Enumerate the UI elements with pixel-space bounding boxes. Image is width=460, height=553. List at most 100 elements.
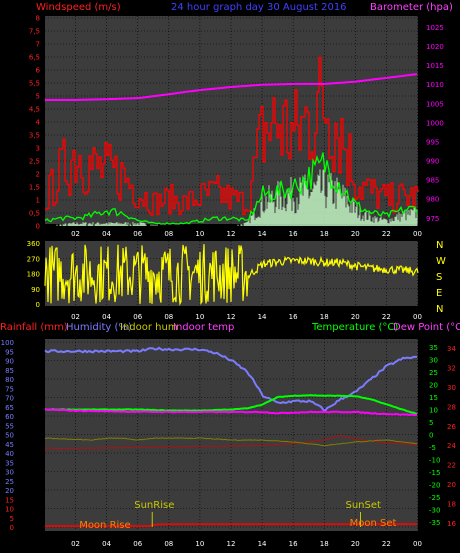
chart-title: 24 hour graph day 30 August 2016 [171, 2, 347, 13]
indoor-temp-tick: 30 [447, 384, 456, 392]
wind-x-tick: 02 [71, 230, 80, 238]
humidity-tick: 75 [5, 385, 14, 393]
temp-x-tick: 06 [133, 540, 142, 548]
temperature-tick: -5 [429, 444, 436, 452]
rainfall-line [45, 523, 417, 527]
temperature-tick: 10 [429, 407, 438, 415]
barometer-tick: 1010 [426, 81, 444, 89]
indoor-temp-tick: 18 [447, 501, 456, 509]
windspeed-tick: 1 [36, 197, 40, 205]
humidity-tick: 5 [10, 515, 14, 523]
humidity-axis-label: Humidity (%) [66, 322, 132, 333]
humidity-tick: 85 [5, 367, 14, 375]
temperature-tick: -25 [429, 494, 440, 502]
wind-barometer-panel: 0 0,5 1 1,5 2 2,5 3 3,5 4 4,5 5 5,5 6 6,5 7 7,5 8 975 980 9… [29, 2, 453, 238]
humidity-tick: 60 [5, 413, 14, 421]
wind-x-tick: 14 [258, 230, 267, 238]
barometer-tick: 995 [426, 138, 439, 146]
humidity-tick: 35 [5, 459, 14, 467]
humidity-tick: 50 [5, 432, 14, 440]
moonset-label: Moon Set [350, 518, 397, 529]
compass-letter: N [436, 240, 443, 251]
direction-x-tick: 16 [289, 313, 298, 321]
dew-point-line [44, 408, 418, 417]
temperature-tick: -15 [429, 469, 440, 477]
barometer-line [45, 73, 418, 101]
compass-letter: N [436, 304, 443, 315]
windspeed-tick: 7,5 [29, 28, 40, 36]
humidity-tick: 70 [5, 395, 14, 403]
direction-tick: 180 [27, 271, 40, 279]
indoor-temp-tick: 28 [447, 403, 456, 411]
wind-x-tick: 18 [320, 230, 329, 238]
temp-x-tick: 12 [227, 540, 236, 548]
barometer-tick: 1015 [426, 62, 444, 70]
barometer-tick: 1005 [426, 100, 444, 108]
temperature-axis-label: Temperature (°C) [311, 322, 398, 333]
windspeed-tick: 6 [36, 67, 41, 75]
humidity-tick: 20 [5, 487, 14, 495]
temperature-tick: 15 [429, 394, 438, 402]
temp-x-tick: 18 [320, 540, 329, 548]
temp-x-tick: 14 [258, 540, 267, 548]
windspeed-tick: 0,5 [29, 210, 40, 218]
windspeed-tick: 8 [36, 15, 40, 23]
humidity-tick: 30 [5, 469, 14, 477]
wind-x-tick: 00 [413, 230, 422, 238]
wind-speed-line [44, 152, 418, 225]
direction-x-tick: 00 [413, 313, 422, 321]
compass-letter: E [436, 288, 442, 299]
barometer-tick: 990 [426, 158, 439, 166]
humidity-tick: 40 [5, 450, 14, 458]
barometer-tick: 1020 [426, 43, 444, 51]
temp-x-tick: 08 [164, 540, 173, 548]
windspeed-tick: 3 [36, 145, 40, 153]
humidity-tick: 45 [5, 441, 14, 449]
direction-x-tick: 22 [382, 313, 391, 321]
wind-x-tick: 16 [289, 230, 298, 238]
wind-x-tick: 04 [102, 230, 111, 238]
humidity-tick: 10 [5, 506, 14, 514]
temp-x-tick: 04 [102, 540, 111, 548]
indoor-temp-tick: 32 [447, 364, 456, 372]
windspeed-tick: 5,5 [29, 80, 40, 88]
humidity-tick: 0 [10, 524, 14, 532]
windspeed-axis-label: Windspeed (m/s) [36, 2, 121, 13]
barometer-axis-label: Barometer (hpa) [370, 2, 453, 13]
direction-x-tick: 02 [71, 313, 80, 321]
wind-direction-line [44, 244, 419, 306]
direction-x-tick: 06 [133, 313, 142, 321]
indoor-temp-line [44, 435, 417, 450]
windspeed-tick: 3,5 [29, 132, 40, 140]
temperature-tick: -30 [429, 507, 440, 515]
compass-letter: S [436, 272, 442, 283]
temp-x-tick: 00 [413, 540, 422, 548]
indoor-temp-tick: 20 [447, 481, 456, 489]
direction-x-tick: 14 [258, 313, 267, 321]
wind-x-tick: 06 [133, 230, 142, 238]
wind-x-tick: 08 [164, 230, 173, 238]
barometer-tick: 980 [426, 196, 439, 204]
humidity-tick: 100 [1, 339, 14, 347]
direction-x-tick: 10 [195, 313, 204, 321]
direction-tick: 270 [27, 255, 40, 263]
wind-x-tick: 20 [351, 230, 360, 238]
rainfall-axis-label: Rainfall (mm) [0, 322, 68, 333]
indoor-temp-tick: 24 [447, 442, 456, 450]
temperature-tick: 5 [429, 419, 433, 427]
temp-humidity-panel: 0510152025303540455055606570758085909510… [0, 322, 460, 548]
sunset-label: SunSet [345, 500, 381, 511]
barometer-tick: 985 [426, 177, 439, 185]
humidity-tick: 25 [5, 478, 14, 486]
windspeed-tick: 4,5 [29, 106, 40, 114]
temp-x-tick: 22 [382, 540, 391, 548]
temperature-line [44, 394, 418, 416]
direction-tick: 360 [27, 240, 40, 248]
windspeed-tick: 2,5 [29, 158, 40, 166]
temperature-tick: 20 [429, 382, 438, 390]
wind-x-tick: 12 [227, 230, 236, 238]
indoor-temp-tick: 16 [447, 520, 456, 528]
temp-x-tick: 20 [351, 540, 360, 548]
indoor-temp-label: Indoor temp [173, 322, 234, 333]
direction-x-tick: 08 [164, 313, 173, 321]
